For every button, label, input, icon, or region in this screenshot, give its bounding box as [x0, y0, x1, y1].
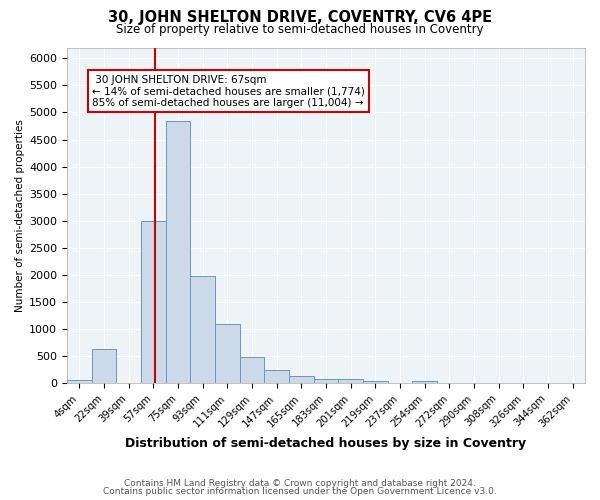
Bar	[190, 276, 215, 384]
Bar	[338, 379, 363, 384]
Bar	[289, 376, 314, 384]
Bar	[67, 380, 92, 384]
Bar	[363, 380, 388, 384]
Text: Contains HM Land Registry data © Crown copyright and database right 2024.: Contains HM Land Registry data © Crown c…	[124, 478, 476, 488]
Bar	[92, 349, 116, 384]
Bar	[265, 370, 289, 384]
Text: Contains public sector information licensed under the Open Government Licence v3: Contains public sector information licen…	[103, 487, 497, 496]
Bar	[239, 358, 265, 384]
Bar	[141, 221, 166, 384]
Text: 30, JOHN SHELTON DRIVE, COVENTRY, CV6 4PE: 30, JOHN SHELTON DRIVE, COVENTRY, CV6 4P…	[108, 10, 492, 25]
Text: 30 JOHN SHELTON DRIVE: 67sqm
← 14% of semi-detached houses are smaller (1,774)
8: 30 JOHN SHELTON DRIVE: 67sqm ← 14% of se…	[92, 74, 365, 108]
X-axis label: Distribution of semi-detached houses by size in Coventry: Distribution of semi-detached houses by …	[125, 437, 527, 450]
Bar	[215, 324, 239, 384]
Bar	[166, 120, 190, 384]
Bar	[314, 379, 338, 384]
Text: Size of property relative to semi-detached houses in Coventry: Size of property relative to semi-detach…	[116, 22, 484, 36]
Bar	[412, 380, 437, 384]
Y-axis label: Number of semi-detached properties: Number of semi-detached properties	[15, 119, 25, 312]
